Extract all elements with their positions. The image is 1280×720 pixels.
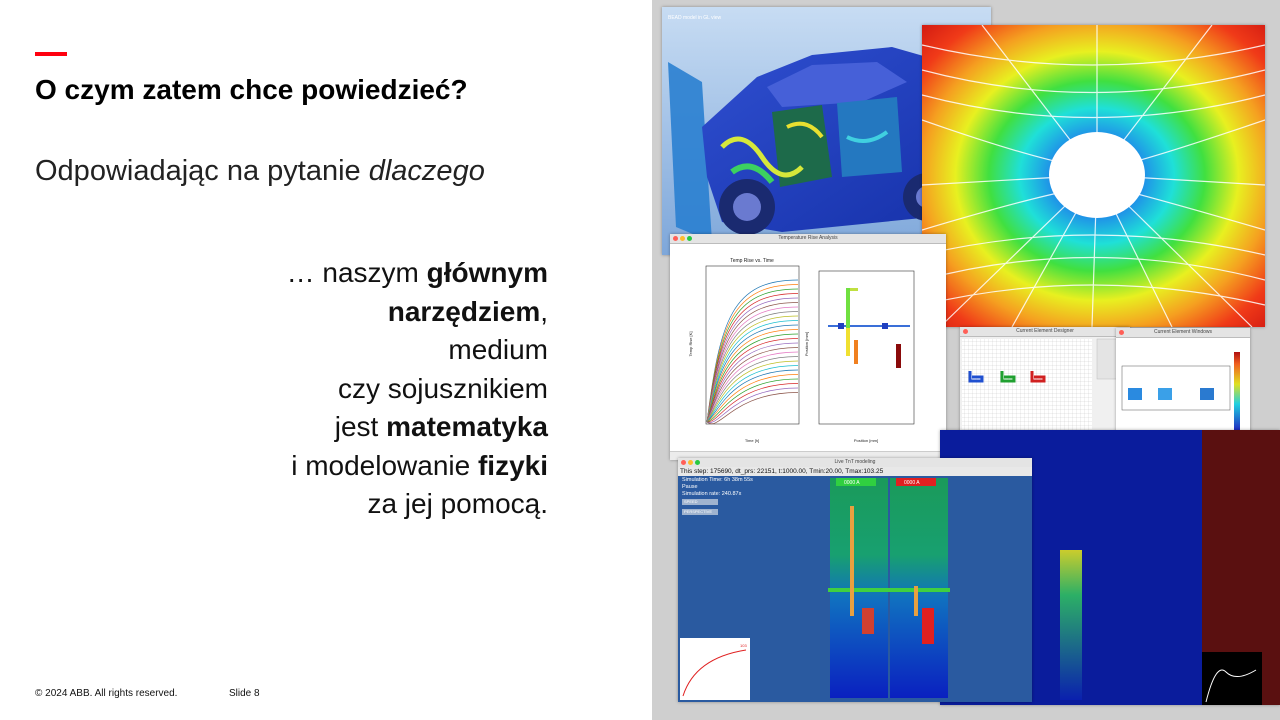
window-close-icon[interactable] <box>963 329 968 334</box>
body-text-run: czy sojusznikiem <box>337 372 548 404</box>
position-ylabel: Position [mm] <box>804 332 809 356</box>
column-a-label: 0000 A <box>844 480 860 486</box>
body-line: … naszym głównym <box>287 254 548 293</box>
body-line: medium <box>287 331 548 370</box>
window-minimize-icon[interactable] <box>688 460 693 465</box>
body-line: jest matematyka <box>287 408 548 447</box>
position-xlabel: Position [mm] <box>854 438 878 443</box>
sim-pause: Pause <box>682 484 698 490</box>
mini-plot-value: 103 <box>740 643 747 648</box>
temp-curve <box>706 378 799 423</box>
temp-curve <box>706 329 799 423</box>
window-title: Temperature Rise Analysis <box>778 235 838 241</box>
window-title: Live TnT modeling <box>834 459 876 465</box>
temp-curve <box>706 360 799 423</box>
temp-rise-chart: Temp Rise vs. Time Time [h] Temp Rise [K… <box>688 258 915 443</box>
body-emphasis: matematyka <box>386 411 548 442</box>
temp-curve <box>706 356 799 423</box>
body-line: i modelowanie fizyki <box>287 447 548 486</box>
window-titlebar: Current Element Designer <box>960 327 1130 337</box>
temp-curve <box>706 392 799 424</box>
column-b-label: 0000 A <box>904 480 920 486</box>
sim-rate: Simulation rate: 240.87x <box>682 491 742 497</box>
flow-field-image <box>922 25 1265 327</box>
window-titlebar: Temperature Rise Analysis <box>670 234 946 244</box>
temp-curve <box>706 369 799 423</box>
temp-curve <box>706 365 799 423</box>
body-line: za jej pomocą. <box>287 485 548 524</box>
chart-title: Temp Rise vs. Time <box>730 258 774 264</box>
footer-slide-number: Slide 8 <box>229 688 260 699</box>
window-minimize-icon[interactable] <box>680 236 685 241</box>
sim-info: Simulation Time: 6h 38m 55s Pause Simula… <box>682 477 753 498</box>
body-text-run: , <box>540 295 548 327</box>
body-line: czy sojusznikiem <box>287 370 548 409</box>
window-maximize-icon[interactable] <box>687 236 692 241</box>
window-title: Current Element Windows <box>1153 329 1213 335</box>
flow-field-panel <box>922 25 1265 327</box>
body-text-run: za jej pomocą. <box>367 488 548 519</box>
footer-copyright: © 2024 ABB. All rights reserved. <box>35 688 178 699</box>
body-text-run: … naszym <box>286 257 427 288</box>
window-title: Current Element Designer <box>1016 328 1074 334</box>
window-maximize-icon[interactable] <box>695 460 700 465</box>
accent-bar <box>35 52 67 56</box>
temp-curve <box>706 347 799 423</box>
sim-columns: 0000 A 0000 A <box>828 478 950 698</box>
subtitle-emphasis: dlaczego <box>368 155 485 187</box>
temp-curve <box>706 320 799 423</box>
temp-curve <box>706 338 799 423</box>
temp-curve <box>706 324 799 423</box>
body-text-run: i modelowanie <box>291 449 478 481</box>
mini-plot: 103 <box>680 638 750 700</box>
temp-curve <box>706 342 799 423</box>
sim-time: Simulation Time: 6h 38m 55s <box>682 477 753 483</box>
window-titlebar: Current Element Windows <box>1116 328 1250 338</box>
slide-title: O czym zatem chce powiedzieć? <box>35 74 468 105</box>
slide-body-text: … naszym głównym narzędziem, medium czy soj… <box>287 254 548 524</box>
temp-curve <box>706 374 799 423</box>
slide-subtitle: Odpowiadając na pytanie dlaczego <box>35 155 485 188</box>
temp-curve <box>706 351 799 423</box>
body-emphasis: fizyki <box>477 449 548 481</box>
window-close-icon[interactable] <box>681 460 686 465</box>
live-simulation-window: Live TnT modeling This step: 175690, dt_… <box>678 458 1032 702</box>
chart-ylabel: Temp Rise [K] <box>688 332 693 357</box>
temp-curve <box>706 383 799 423</box>
chart-xlabel: Time [h] <box>745 438 759 443</box>
speed-button[interactable]: SPEED <box>682 499 718 505</box>
temp-curve <box>706 387 799 423</box>
body-text-run: medium <box>448 334 548 365</box>
body-line: narzędziem, <box>287 293 548 332</box>
body-emphasis: narzędziem <box>387 295 541 327</box>
car-panel-label: BEAD model in GL view <box>668 15 722 21</box>
sim-status-line: This step: 175690, dt_prs: 22151, t:1000… <box>678 467 1032 476</box>
simulation-collage: BEAD model in GL view <box>652 0 1280 720</box>
chart-toolbar[interactable] <box>670 451 946 460</box>
temp-curve <box>706 333 799 423</box>
temp-curves <box>706 279 799 424</box>
body-emphasis: głównym <box>426 257 548 288</box>
perspective-button[interactable]: PERSPECTIVE <box>682 509 718 515</box>
body-text-run: jest <box>334 411 387 442</box>
temp-rise-window: Temperature Rise Analysis Temp Rise vs. … <box>670 234 946 460</box>
window-close-icon[interactable] <box>673 236 678 241</box>
window-close-icon[interactable] <box>1119 330 1124 335</box>
subtitle-text: Odpowiadając na pytanie <box>35 155 369 187</box>
